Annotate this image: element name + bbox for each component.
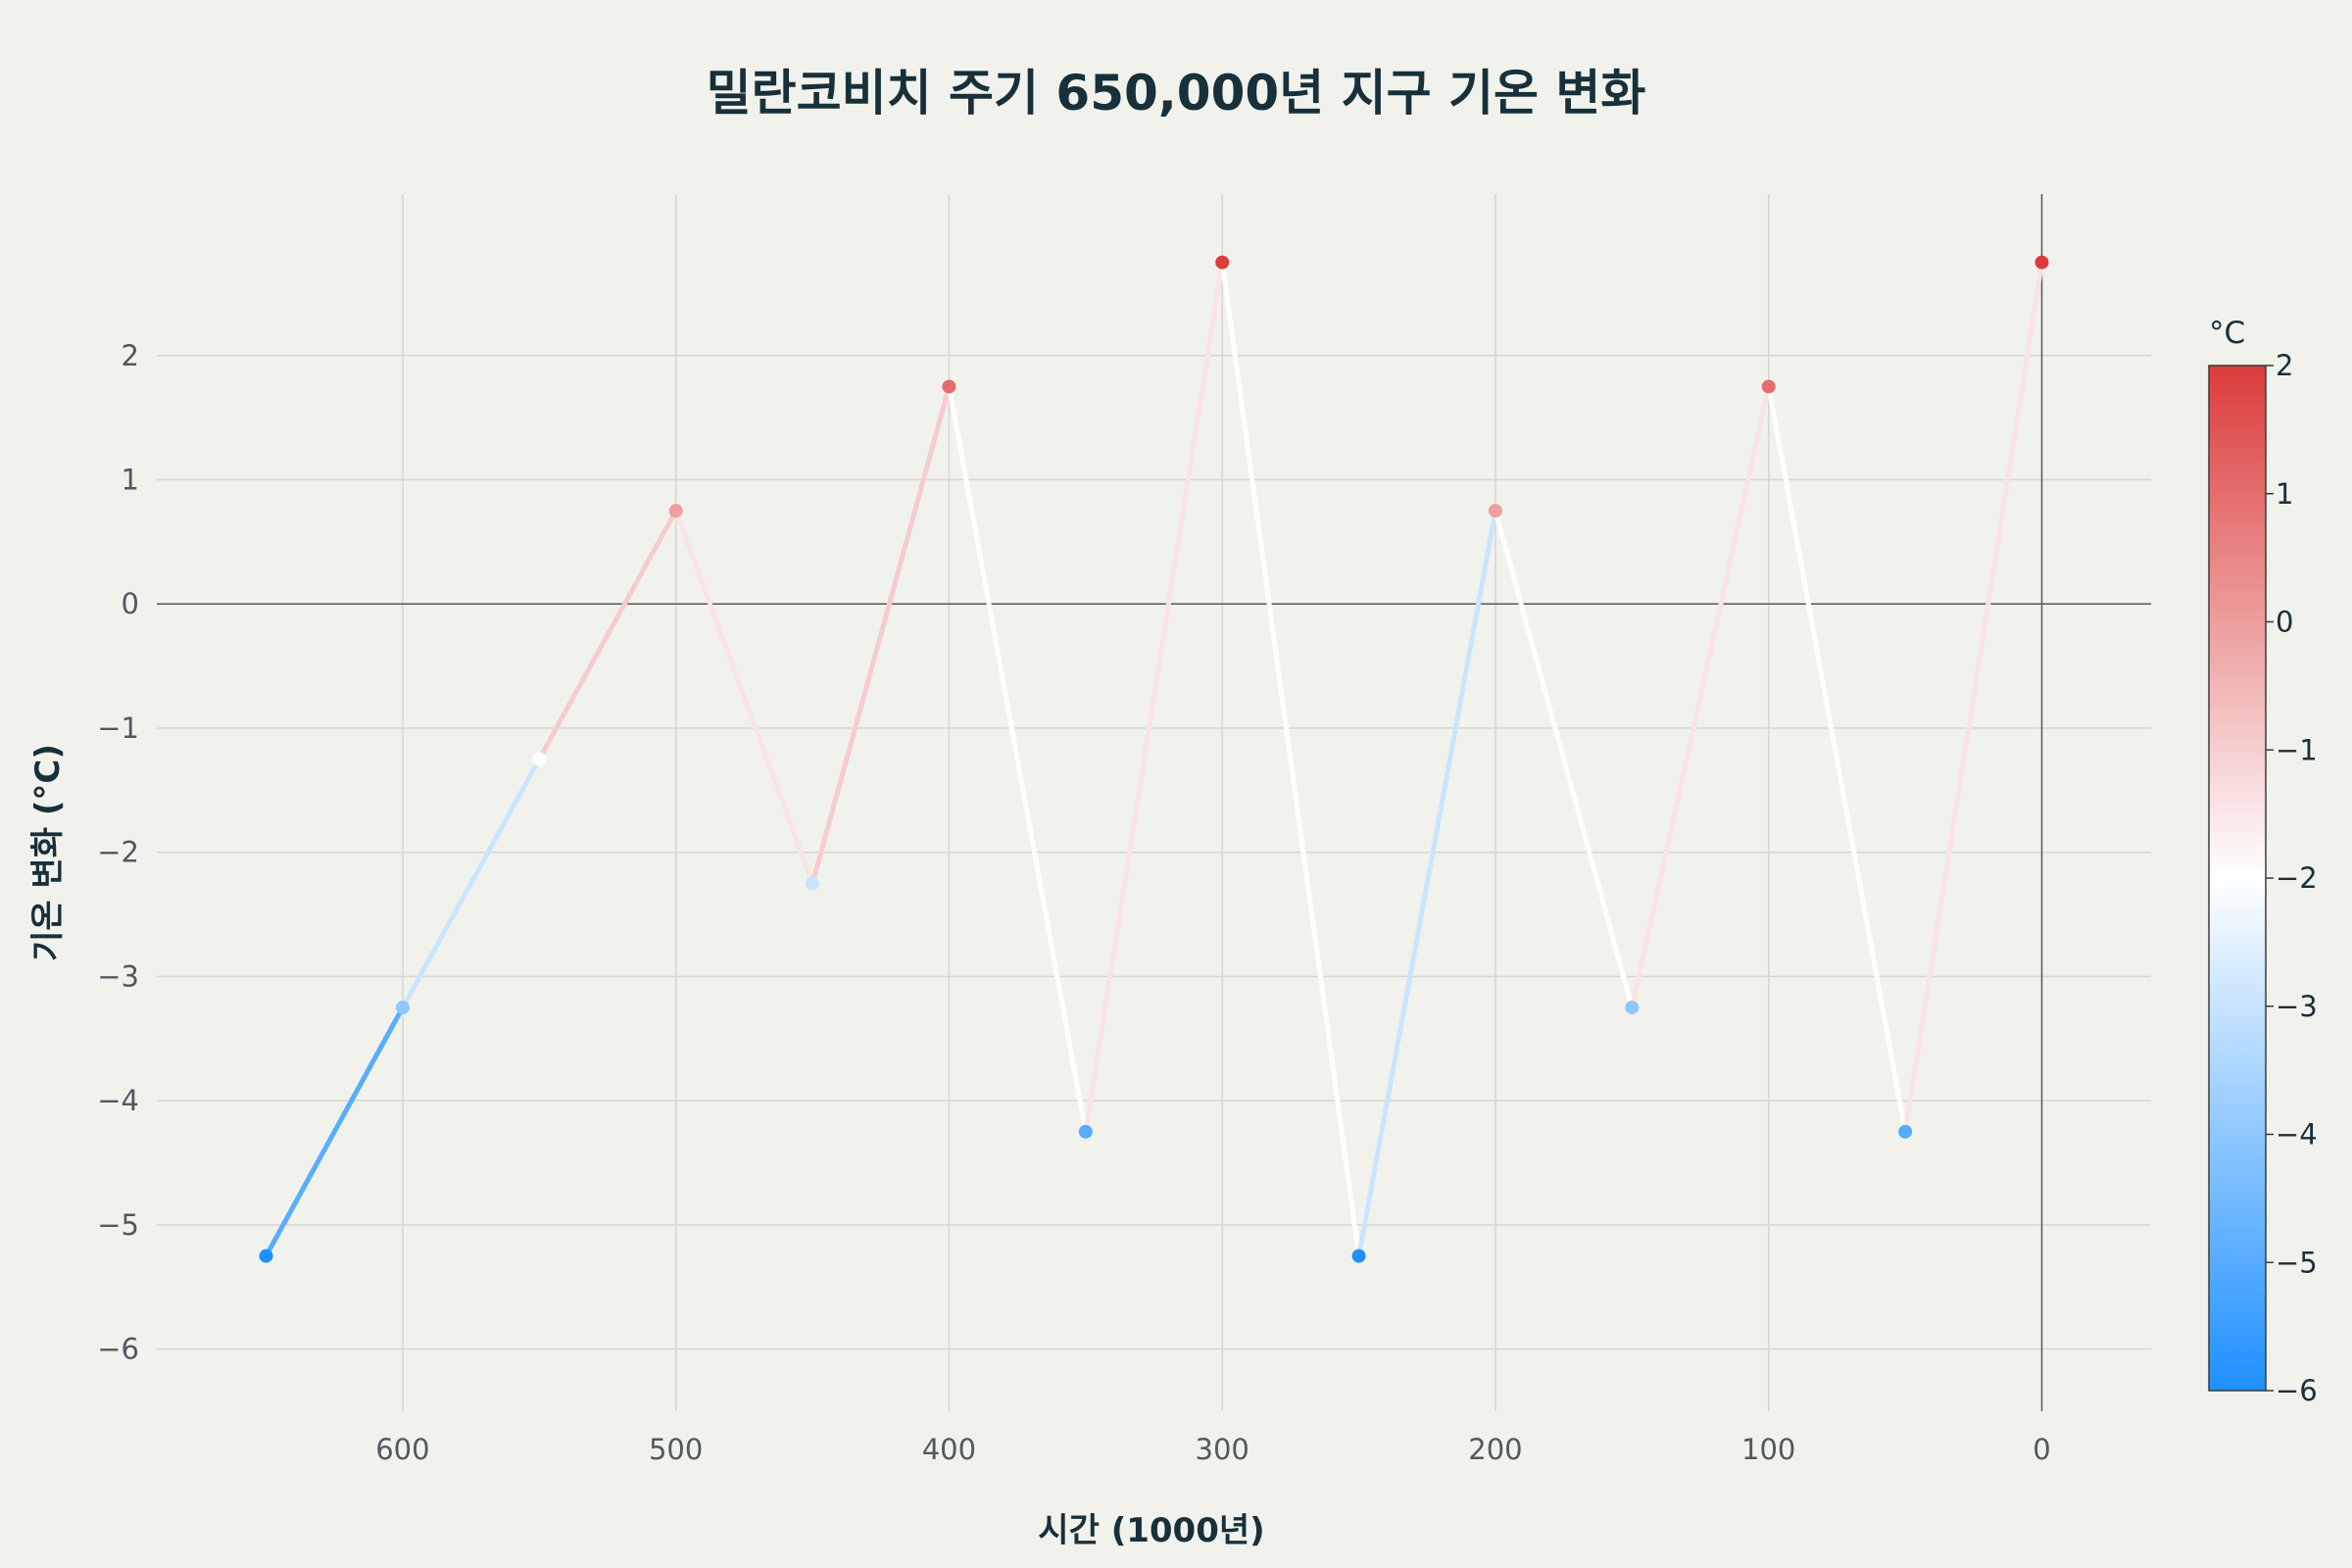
series-points (259, 255, 2049, 1263)
colorbar-tick-label: −3 (2276, 990, 2318, 1023)
colorbar: °C 2 1 0 −1 −2 −3 −4 −5 −6 (2208, 316, 2318, 1407)
chart-title: 밀란코비치 주기 650,000년 지구 기온 변화 (707, 65, 1646, 122)
series-segment (1083, 260, 1225, 1135)
series-segment (1493, 508, 1635, 1010)
series-segment (1219, 260, 1362, 1259)
data-point (2034, 255, 2049, 270)
series-segment (1629, 383, 1772, 1010)
y-tick-label: 0 (122, 587, 139, 620)
data-point (1761, 379, 1776, 394)
y-axis-title: 기온 변화 (°C) (28, 744, 68, 961)
series-segment (264, 1004, 406, 1259)
y-tick-label: −1 (97, 711, 139, 745)
colorbar-tick-label: 0 (2276, 606, 2293, 639)
y-tick-label: −4 (97, 1084, 139, 1117)
y-tick-label: 1 (122, 463, 139, 496)
y-tick-label: −2 (97, 836, 139, 869)
colorbar-tick-label: −4 (2276, 1118, 2318, 1152)
series-segment (536, 508, 679, 762)
y-tick-label: −6 (97, 1333, 139, 1366)
x-tick-label: 100 (1741, 1433, 1795, 1466)
y-tick-label: 2 (122, 339, 139, 372)
series-segment (1356, 508, 1498, 1259)
series-segment (946, 383, 1089, 1135)
x-axis-title: 시간 (1000년) (1038, 1511, 1264, 1550)
series-segment (1766, 383, 1908, 1135)
data-point (259, 1249, 273, 1263)
series-line (264, 260, 2044, 1259)
colorbar-tick-label: −6 (2276, 1374, 2318, 1407)
series-segment (809, 383, 952, 886)
data-point (1625, 1001, 1640, 1015)
x-tick-label: 300 (1196, 1433, 1250, 1466)
data-point (942, 379, 956, 394)
data-point (806, 876, 820, 891)
colorbar-tick-label: 1 (2276, 477, 2293, 511)
x-tick-label: 0 (2033, 1433, 2050, 1466)
colorbar-tick-label: −2 (2276, 861, 2318, 895)
grid-layer (157, 194, 2151, 1411)
data-point (395, 1001, 410, 1015)
data-point (1078, 1124, 1093, 1139)
zero-lines (157, 194, 2151, 1411)
data-point (1215, 255, 1230, 270)
series-segment (1902, 260, 2044, 1135)
data-point (1898, 1124, 1913, 1139)
y-tick-label: −3 (97, 959, 139, 993)
data-point (1351, 1249, 1366, 1263)
colorbar-tick-label: 2 (2276, 349, 2293, 382)
x-tick-label: 200 (1468, 1433, 1522, 1466)
x-tick-label: 400 (922, 1433, 976, 1466)
colorbar-ticks: 2 1 0 −1 −2 −3 −4 −5 −6 (2266, 349, 2318, 1407)
y-tick-label: −5 (97, 1208, 139, 1242)
x-tick-label: 500 (649, 1433, 703, 1466)
colorbar-title: °C (2209, 316, 2245, 351)
colorbar-gradient-bar (2208, 365, 2267, 1392)
data-point (1488, 504, 1502, 518)
series-segment (400, 757, 542, 1010)
tick-labels: 600 500 400 300 200 100 0 −6 −5 −4 −3 −2 −1 0 1 2 (97, 339, 2050, 1466)
data-point (532, 752, 547, 766)
data-point (668, 504, 683, 518)
x-tick-label: 600 (375, 1433, 429, 1466)
colorbar-tick-label: −5 (2276, 1246, 2318, 1279)
series-segment (673, 508, 815, 886)
colorbar-tick-label: −1 (2276, 733, 2318, 766)
